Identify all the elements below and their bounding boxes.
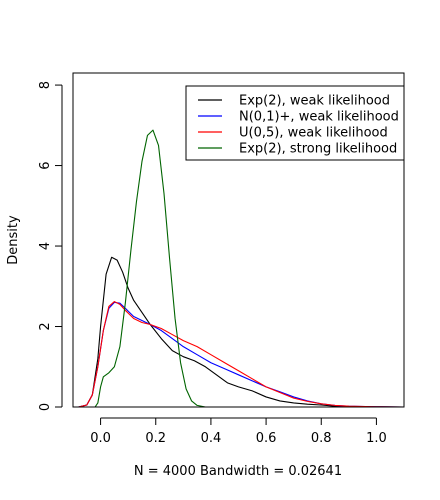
series-layer	[73, 129, 404, 407]
series-line-1	[78, 256, 404, 407]
y-axis-title: Density	[6, 215, 21, 265]
x-tick-label: 0.4	[201, 431, 222, 446]
y-tick-label: 6	[38, 161, 53, 169]
x-tick-label: 0.8	[311, 431, 332, 446]
plot-frame	[72, 72, 405, 408]
y-tick-label: 0	[38, 403, 53, 411]
x-tick-label: 1.0	[366, 431, 387, 446]
y-tick-label: 4	[38, 242, 53, 250]
legend-box	[185, 85, 405, 161]
series-line-4	[94, 129, 206, 407]
x-axis-title: N = 4000 Bandwidth = 0.02641	[134, 464, 342, 479]
x-axis: 0.0 0.2 0.4 0.6 0.8 1.0	[90, 417, 387, 446]
y-tick-label: 8	[38, 81, 53, 89]
y-axis: 0 2 4 6 8	[38, 81, 63, 411]
series-line-2	[78, 301, 404, 407]
x-tick-label: 0.0	[90, 431, 111, 446]
legend-label: U(0,5), weak likelihood	[239, 126, 388, 141]
y-tick-label: 2	[38, 322, 53, 330]
x-tick-label: 0.6	[256, 431, 277, 446]
legend-label: N(0,1)+, weak likelihood	[239, 110, 399, 125]
x-tick-label: 0.2	[145, 431, 166, 446]
legend-label: Exp(2), weak likelihood	[239, 94, 390, 109]
legend-label: Exp(2), strong likelihood	[239, 142, 397, 157]
series-line-3	[78, 301, 404, 407]
